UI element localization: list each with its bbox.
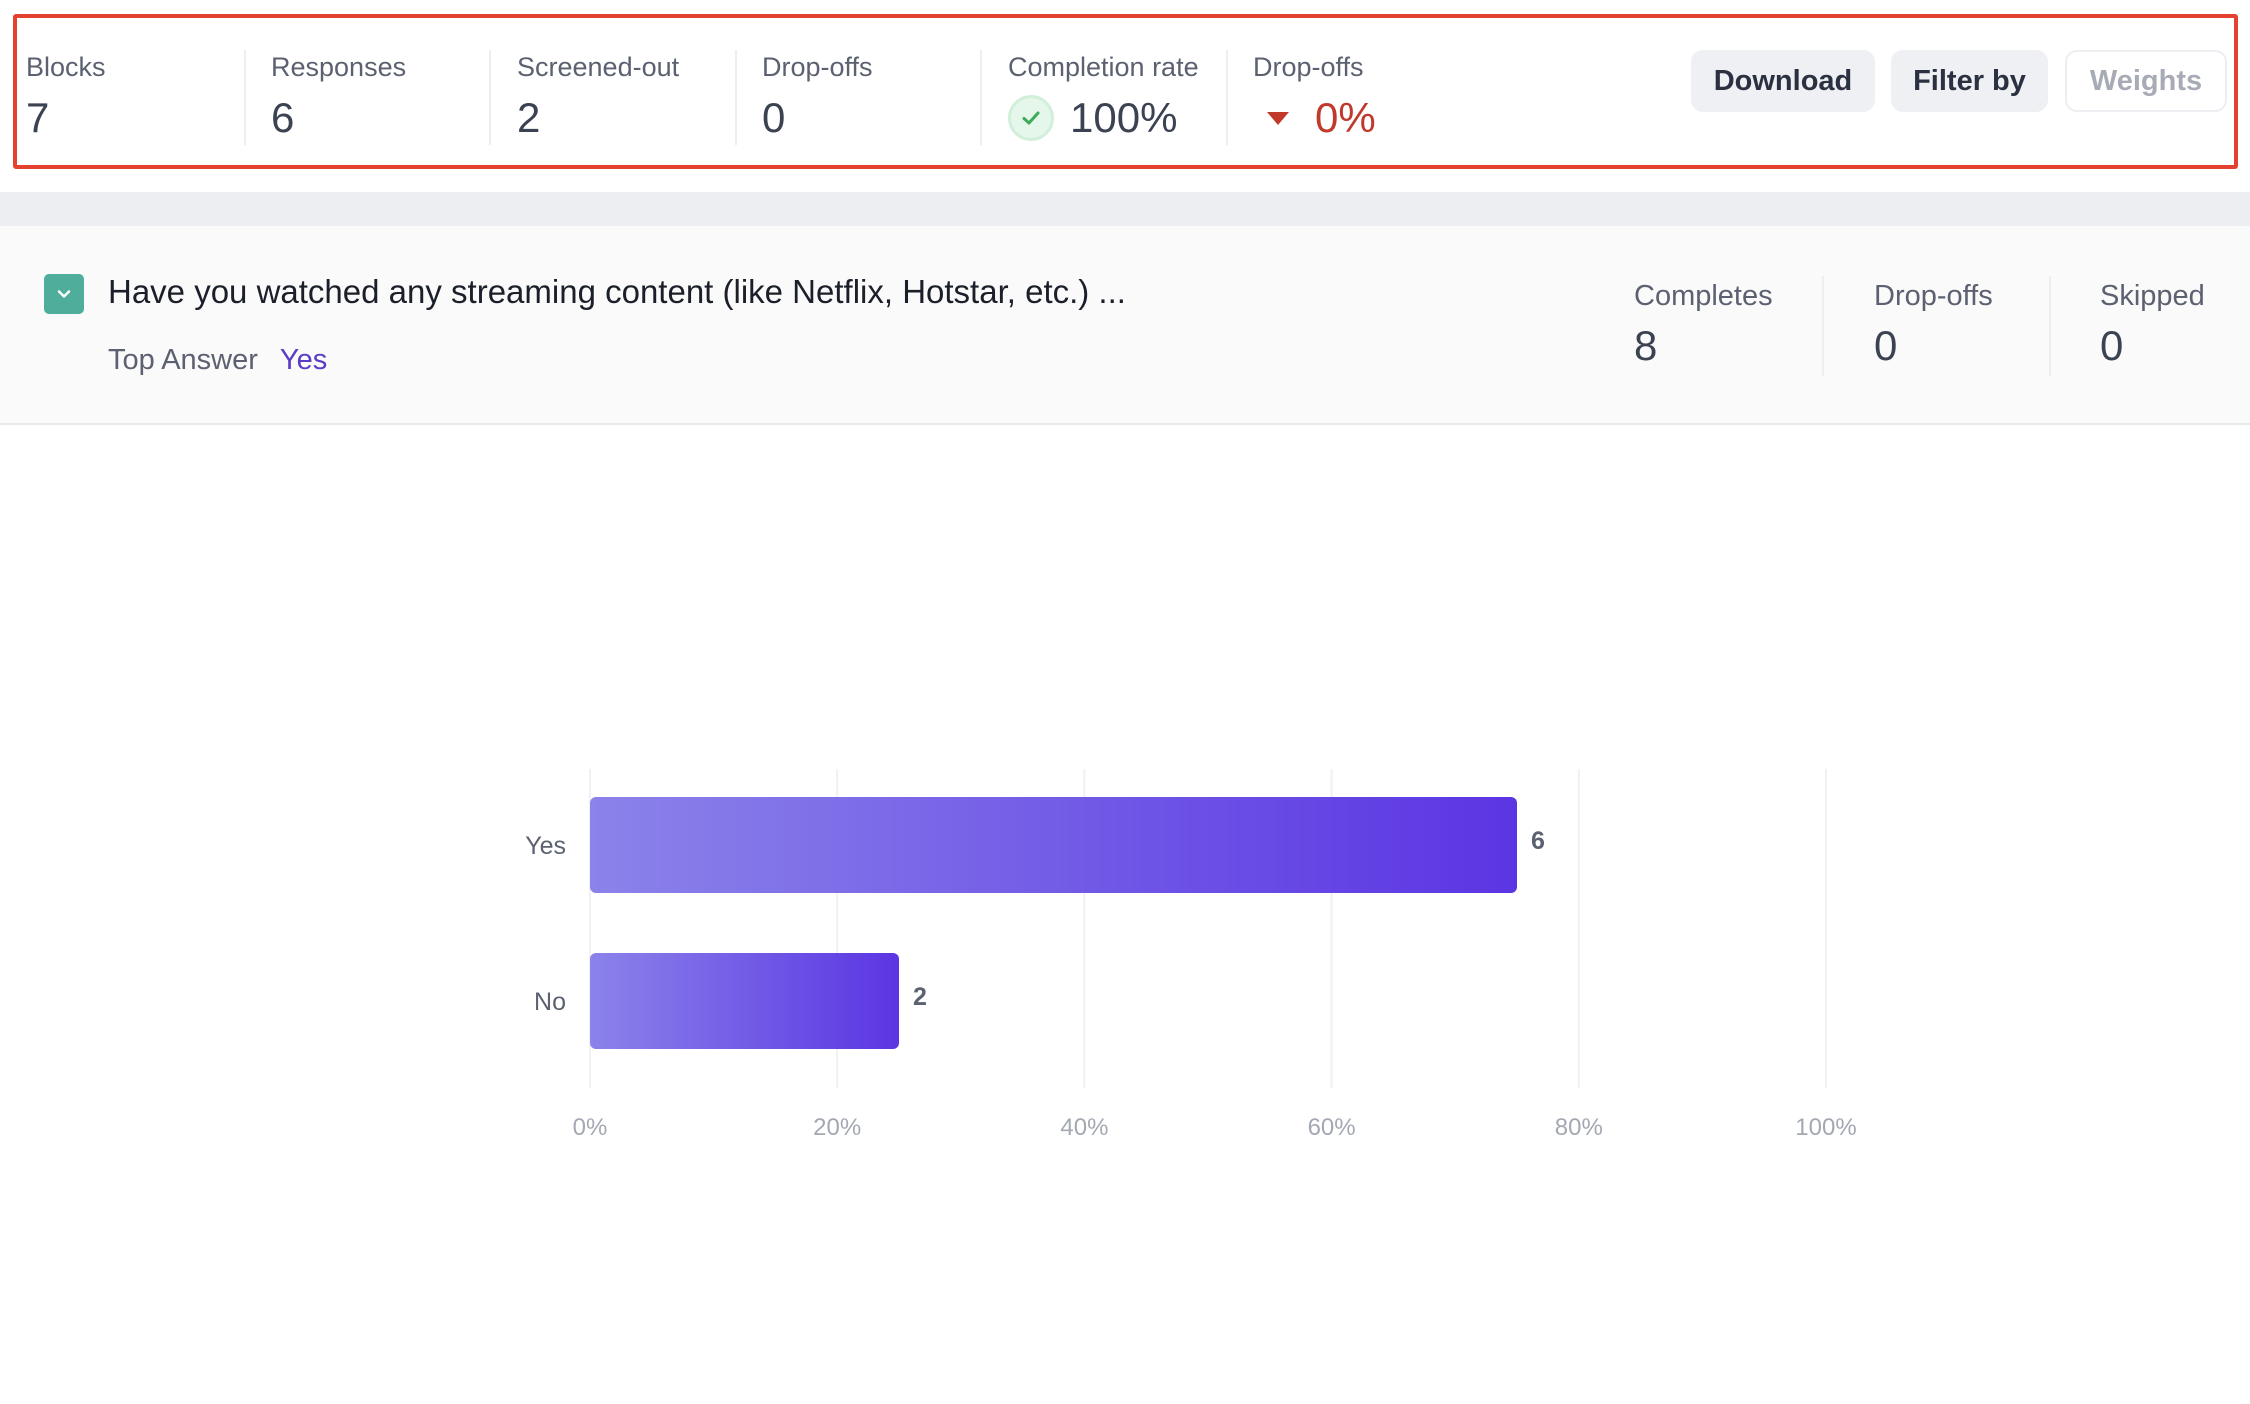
y-category-label: Yes — [525, 832, 566, 860]
stat-value: 6 — [271, 94, 295, 141]
drop-off-rate-value: 0% — [1315, 94, 1376, 141]
x-tick-label: 20% — [813, 1114, 861, 1141]
x-tick-label: 0% — [573, 1114, 608, 1141]
stat-value: 7 — [26, 94, 50, 141]
question-stat-skipped: Skipped 0 — [2100, 278, 2205, 374]
down-triangle-icon — [1267, 111, 1289, 125]
question-title: Have you watched any streaming content (… — [108, 273, 1126, 310]
chevron-down-icon — [57, 290, 71, 298]
bar-chart-svg: 0% 20% 40% 60% 80% 100% Yes 6 No 2 — [525, 769, 1857, 1141]
question-stat-label: Drop-offs — [1874, 280, 1993, 312]
top-answer-label: Top Answer — [108, 344, 258, 376]
stat-blocks: Blocks 7 — [26, 50, 246, 145]
completion-rate-value: 100% — [1070, 94, 1178, 141]
weights-button[interactable]: Weights — [2065, 50, 2227, 112]
top-answer: Top Answer Yes — [108, 342, 327, 378]
question-stat-label: Completes — [1634, 280, 1773, 312]
stat-label: Screened-out — [517, 52, 680, 82]
filter-by-button[interactable]: Filter by — [1891, 50, 2048, 112]
bar-value-label: 2 — [913, 983, 927, 1011]
stat-drop-offs: Drop-offs 0 — [762, 50, 982, 145]
stat-label: Drop-offs — [1253, 52, 1364, 82]
bar-yes — [590, 797, 1517, 893]
bar-value-label: 6 — [1531, 827, 1545, 855]
stat-value-row: 100% — [1008, 92, 1226, 144]
check-circle-icon — [1008, 95, 1054, 141]
download-button[interactable]: Download — [1691, 50, 1875, 112]
stat-divider — [2049, 276, 2051, 376]
answer-bar-chart: 0% 20% 40% 60% 80% 100% Yes 6 No 2 — [0, 425, 2250, 1404]
stat-drop-off-rate: Drop-offs 0% — [1253, 50, 1473, 145]
stat-label: Completion rate — [1008, 52, 1199, 82]
stat-value: 2 — [517, 94, 541, 141]
stat-screened-out: Screened-out 2 — [517, 50, 737, 145]
x-tick-label: 40% — [1060, 1114, 1108, 1141]
question-stat-completes: Completes 8 — [1634, 278, 1773, 374]
stat-completion-rate: Completion rate 100% — [1008, 50, 1228, 145]
question-stat-value: 8 — [1634, 322, 1658, 369]
top-answer-value: Yes — [279, 344, 328, 376]
x-tick-label: 60% — [1308, 1114, 1356, 1141]
question-stat-value: 0 — [1874, 322, 1898, 369]
question-stat-drop-offs: Drop-offs 0 — [1874, 278, 1993, 374]
stat-value-row: 0% — [1253, 92, 1473, 144]
x-tick-label: 100% — [1795, 1114, 1856, 1141]
section-separator — [0, 192, 2250, 226]
stat-label: Drop-offs — [762, 52, 873, 82]
y-category-label: No — [534, 988, 566, 1016]
stat-label: Blocks — [26, 52, 106, 82]
question-header: Have you watched any streaming content (… — [0, 226, 2250, 425]
question-expand-toggle[interactable] — [44, 274, 84, 314]
x-tick-label: 80% — [1555, 1114, 1603, 1141]
bar-no — [590, 953, 899, 1049]
question-stat-label: Skipped — [2100, 280, 2205, 312]
stat-value: 0 — [762, 94, 786, 141]
stat-label: Responses — [271, 52, 407, 82]
stat-responses: Responses 6 — [271, 50, 491, 145]
question-stat-value: 0 — [2100, 322, 2124, 369]
summary-stats-bar: Blocks 7 Responses 6 Screened-out 2 Drop… — [0, 0, 2250, 192]
stat-divider — [1822, 276, 1824, 376]
